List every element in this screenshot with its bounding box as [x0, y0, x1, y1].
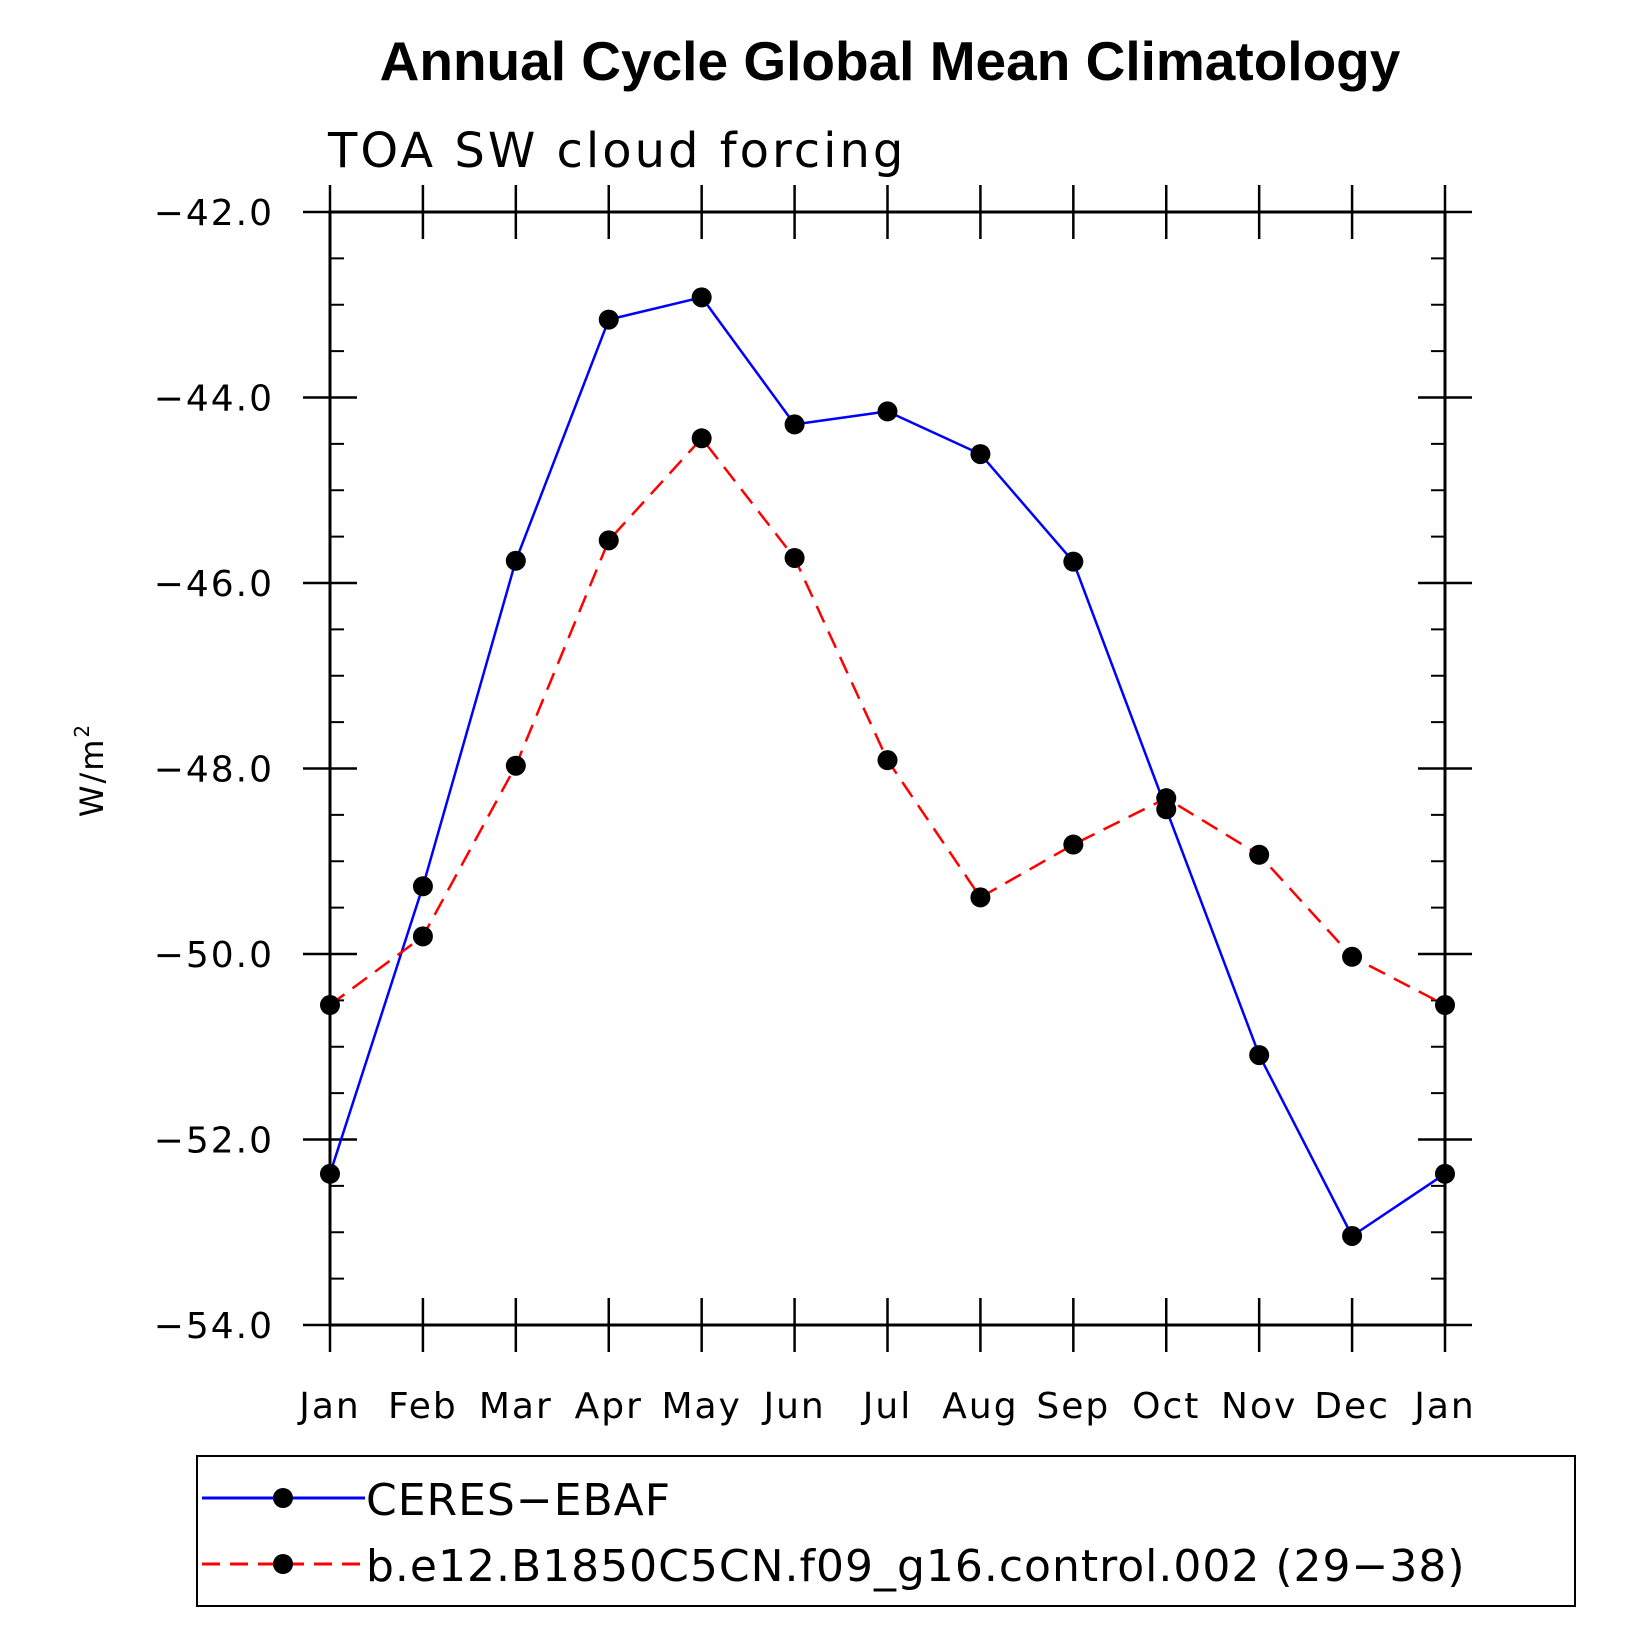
- data-point: [1342, 1225, 1363, 1246]
- data-point: [412, 876, 433, 897]
- x-tick-label: Dec: [1314, 1386, 1390, 1427]
- series-0: [320, 287, 1455, 1246]
- series-1: [320, 428, 1455, 1016]
- y-tick-label: −48.0: [154, 750, 274, 791]
- x-tick-labels: Jan Feb Mar Apr May Jun Jul Aug Sep Oct Nov Dec Jan: [297, 1386, 1476, 1427]
- x-tick-label: Feb: [388, 1386, 458, 1427]
- y-tick-label: −42.0: [154, 193, 274, 234]
- x-tick-label: Jun: [761, 1386, 825, 1427]
- y-axis-label-unit: W/m: [73, 738, 111, 818]
- x-tick-label: Jul: [861, 1386, 912, 1427]
- x-tick-label: Sep: [1036, 1386, 1110, 1427]
- y-tick-label: −46.0: [154, 564, 274, 605]
- data-point: [784, 547, 805, 568]
- data-point: [970, 444, 991, 465]
- x-tick-label: Jan: [297, 1386, 361, 1427]
- x-tick-label: Nov: [1221, 1386, 1297, 1427]
- series-layer: [320, 287, 1455, 1246]
- x-tick-label: Oct: [1132, 1386, 1200, 1427]
- legend-label-model: b.e12.B1850C5CN.f09_g16.control.002 (29−…: [366, 1541, 1466, 1592]
- data-point: [1156, 788, 1177, 809]
- data-point: [877, 750, 898, 771]
- y-axis-label-exponent: 2: [70, 723, 94, 738]
- data-point: [412, 926, 433, 947]
- legend-label-ceres: CERES−EBAF: [366, 1475, 671, 1526]
- data-point: [505, 550, 526, 571]
- data-point: [970, 887, 991, 908]
- x-tick-label: Jan: [1412, 1386, 1476, 1427]
- plot-frame: [328, 210, 1447, 1327]
- chart-subtitle: TOA SW cloud forcing: [327, 123, 906, 179]
- legend-marker-model: [273, 1554, 293, 1574]
- x-tick-label: Apr: [575, 1386, 643, 1427]
- legend-marker-ceres: [273, 1488, 293, 1508]
- x-tick-label: Mar: [479, 1386, 553, 1427]
- data-point: [505, 755, 526, 776]
- data-point: [598, 530, 619, 551]
- chart-title: Annual Cycle Global Mean Climatology: [380, 30, 1401, 92]
- data-point: [877, 401, 898, 422]
- data-point: [1063, 834, 1084, 855]
- y-tick-label: −52.0: [154, 1121, 274, 1162]
- y-tick-label: −50.0: [154, 935, 274, 976]
- data-point: [691, 287, 712, 308]
- data-point: [1249, 844, 1270, 865]
- data-point: [691, 428, 712, 449]
- y-tick-label: −44.0: [154, 379, 274, 420]
- y-tick-label: −54.0: [154, 1306, 274, 1347]
- y-tick-labels: −42.0 −44.0 −46.0 −48.0 −50.0 −52.0 −54.0: [154, 193, 274, 1347]
- data-point: [598, 309, 619, 330]
- x-tick-label: May: [661, 1386, 741, 1427]
- x-tick-label: Aug: [942, 1386, 1018, 1427]
- data-point: [784, 414, 805, 435]
- series-line: [329, 437, 1446, 1007]
- y-axis-label: W/m2: [70, 723, 111, 817]
- data-point: [1063, 551, 1084, 572]
- data-point: [1249, 1045, 1270, 1066]
- legend: CERES−EBAF b.e12.B1850C5CN.f09_g16.contr…: [196, 1455, 1576, 1607]
- data-point: [1342, 946, 1363, 967]
- legend-box: [196, 1455, 1576, 1607]
